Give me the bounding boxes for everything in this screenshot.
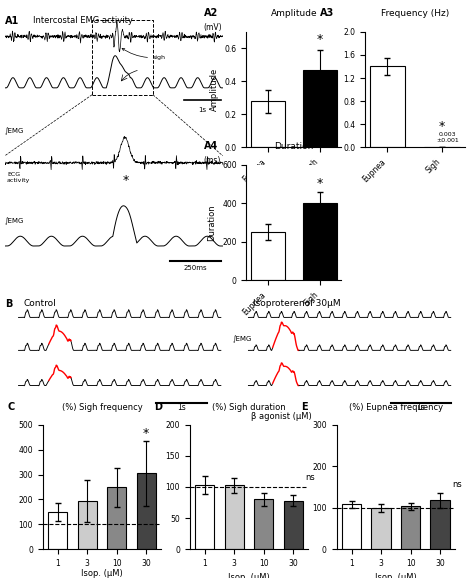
Bar [430, 500, 450, 549]
Text: (mV): (mV) [204, 23, 222, 32]
Text: *: * [143, 427, 149, 439]
Bar [401, 506, 420, 549]
Text: 1s: 1s [177, 403, 186, 412]
Text: 1s: 1s [417, 403, 425, 412]
Text: (%) Sigh frequency: (%) Sigh frequency [62, 403, 142, 412]
Text: Frequency (Hz): Frequency (Hz) [381, 9, 449, 18]
Text: Isoproterenol 30μM: Isoproterenol 30μM [253, 299, 341, 307]
Bar [342, 505, 361, 549]
Text: ∫EMG: ∫EMG [232, 336, 252, 343]
Text: A3: A3 [320, 8, 335, 18]
Bar [107, 487, 126, 549]
Text: β agonist (μM): β agonist (μM) [251, 412, 311, 421]
Text: ∫EMG: ∫EMG [5, 217, 24, 225]
Text: B: B [5, 299, 12, 309]
Text: *: * [317, 177, 323, 190]
Bar [48, 512, 67, 549]
Text: (ms): (ms) [204, 155, 221, 165]
X-axis label: Isop. (μM): Isop. (μM) [81, 569, 123, 578]
Text: Control: Control [23, 299, 56, 307]
Text: *: * [317, 34, 323, 46]
Text: ns: ns [305, 472, 315, 481]
X-axis label: Isop. (μM): Isop. (μM) [375, 573, 417, 578]
Bar [370, 66, 405, 147]
Text: 250ms: 250ms [184, 265, 207, 272]
Text: ECG
activity: ECG activity [7, 172, 30, 183]
Bar [137, 473, 156, 549]
Text: D: D [154, 402, 162, 412]
Text: ns: ns [452, 480, 462, 489]
Bar [251, 101, 285, 147]
Bar [303, 203, 337, 280]
Text: ∫EMG: ∫EMG [5, 127, 24, 135]
Text: Amplitude: Amplitude [271, 9, 317, 18]
Y-axis label: Frequency: Frequency [328, 68, 337, 112]
Text: A1: A1 [5, 16, 19, 26]
Text: Intercostal EMG activity: Intercostal EMG activity [33, 16, 133, 25]
Text: E: E [301, 402, 308, 412]
Y-axis label: Duration: Duration [208, 204, 217, 241]
Bar [372, 507, 391, 549]
Text: sigh: sigh [122, 49, 166, 60]
Text: 0.003
±0.001: 0.003 ±0.001 [436, 132, 459, 143]
Text: A2: A2 [204, 8, 218, 18]
Y-axis label: Amplitude: Amplitude [210, 68, 219, 111]
Text: (%) Eupnea frequency: (%) Eupnea frequency [349, 403, 443, 412]
Text: 1s: 1s [198, 108, 206, 113]
Text: A4: A4 [204, 141, 218, 151]
Bar [78, 501, 97, 549]
Text: *: * [439, 120, 445, 133]
Bar [195, 485, 214, 549]
Text: Duration: Duration [274, 142, 314, 151]
Bar [303, 70, 337, 147]
Bar [254, 499, 273, 549]
Text: *: * [123, 174, 129, 187]
Bar [251, 232, 285, 280]
Text: C: C [7, 402, 14, 412]
Text: (%) Sigh duration: (%) Sigh duration [212, 403, 286, 412]
Bar [283, 501, 303, 549]
Bar [225, 485, 244, 549]
X-axis label: Isop. (μM): Isop. (μM) [228, 573, 270, 578]
